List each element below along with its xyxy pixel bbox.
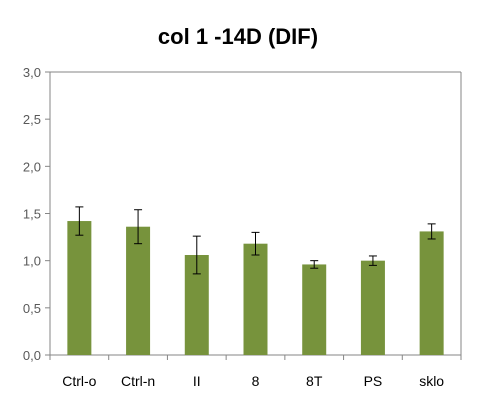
bar — [360, 260, 385, 355]
bar — [67, 221, 92, 355]
bar — [126, 226, 151, 355]
y-tick-label: 0,0 — [23, 348, 41, 363]
y-tick-label: 0,5 — [23, 301, 41, 316]
chart-title: col 1 -14D (DIF) — [158, 24, 318, 49]
axes — [45, 71, 462, 360]
x-tick-label: Ctrl-n — [121, 373, 155, 389]
x-tick-label: 8 — [252, 373, 260, 389]
bar — [419, 231, 444, 355]
y-tick-label: 3,0 — [23, 65, 41, 80]
x-tick-label: Ctrl-o — [62, 373, 96, 389]
y-tick-label: 2,5 — [23, 112, 41, 127]
x-tick-label: 8T — [306, 373, 323, 389]
bar — [302, 264, 327, 355]
bar — [243, 243, 268, 355]
y-tick-label: 2,0 — [23, 159, 41, 174]
x-tick-label: II — [193, 373, 201, 389]
y-tick-labels: 0,0 0,5 1,0 1,5 2,0 2,5 3,0 — [23, 65, 41, 363]
x-tick-label: sklo — [419, 373, 444, 389]
y-tick-label: 1,0 — [23, 254, 41, 269]
x-tick-labels: Ctrl-o Ctrl-n II 8 8T PS sklo — [62, 373, 444, 389]
y-tick-label: 1,5 — [23, 207, 41, 222]
x-tick-label: PS — [364, 373, 383, 389]
error-bars — [75, 206, 436, 275]
